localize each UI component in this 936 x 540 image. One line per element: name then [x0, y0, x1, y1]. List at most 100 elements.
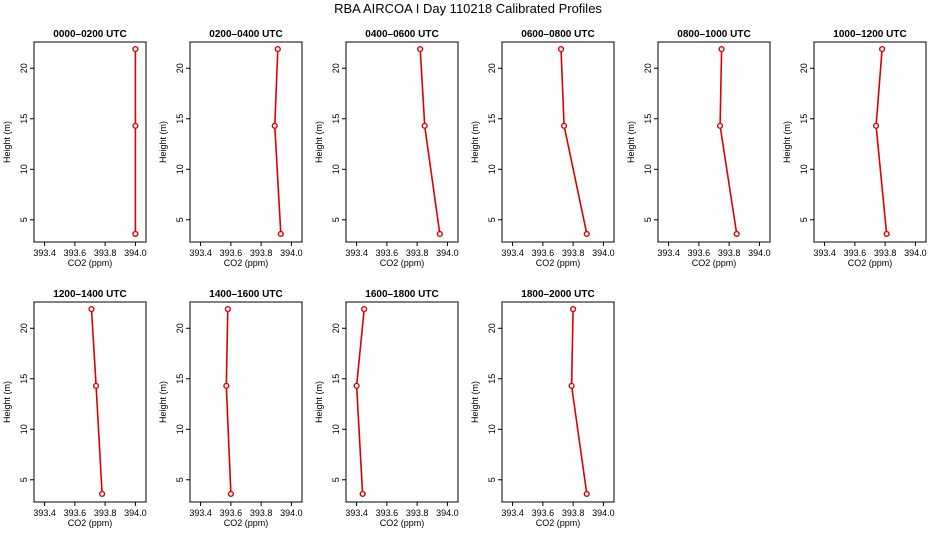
y-tick-label: 15: [799, 114, 809, 124]
x-tick-label: 393.8: [406, 508, 429, 518]
data-point: [436, 230, 443, 238]
y-tick-label: 10: [175, 424, 185, 434]
data-point: [274, 45, 281, 53]
y-tick-label: 15: [331, 374, 341, 384]
y-tick-label: 15: [19, 114, 29, 124]
profile-panel: 0600–0800 UTC 393.4 393.6 393.8 394.0 CO2 (pp…: [470, 29, 615, 268]
x-tick-label: 393.6: [844, 248, 867, 258]
y-axis-label: Height (m): [314, 381, 324, 423]
x-axis-label: CO2 (ppm): [848, 258, 893, 268]
profile-line: [719, 49, 738, 235]
profile-panel: 0400–0600 UTC 393.4 393.6 393.8 394.0 CO2 (pp…: [314, 29, 459, 268]
panel-title: 0600–0800 UTC: [521, 29, 594, 40]
x-tick-label: 394.0: [592, 248, 615, 258]
panel-title: 0800–1000 UTC: [677, 29, 750, 40]
data-point: [223, 382, 230, 389]
panel-title: 1600–1800 UTC: [365, 289, 438, 300]
x-tick-label: 393.4: [345, 248, 368, 258]
data-point: [883, 230, 890, 238]
data-point: [872, 122, 880, 129]
data-point: [417, 45, 424, 53]
panel-title: 0000–0200 UTC: [53, 29, 126, 40]
y-tick-label: 10: [799, 164, 809, 174]
y-tick-label: 10: [331, 424, 341, 434]
profile-panel: 0800–1000 UTC 393.4 393.6 393.8 394.0 CO2 (pp…: [626, 29, 771, 268]
y-tick-label: 20: [331, 63, 341, 73]
y-tick-label: 20: [19, 323, 29, 333]
y-axis-label: Height (m): [158, 381, 168, 423]
plot-frame: [33, 41, 147, 243]
x-tick-label: 394.0: [280, 508, 303, 518]
y-tick-label: 20: [643, 63, 653, 73]
x-tick-label: 393.8: [562, 248, 585, 258]
y-tick-label: 10: [331, 164, 341, 174]
profile-line: [225, 309, 232, 494]
x-tick-label: 393.8: [718, 248, 741, 258]
y-axis-label: Height (m): [470, 381, 480, 423]
data-point: [879, 45, 886, 53]
x-tick-label: 393.8: [406, 248, 429, 258]
y-tick-label: 10: [487, 424, 497, 434]
x-tick-label: 393.8: [874, 248, 897, 258]
x-axis-label: CO2 (ppm): [224, 518, 269, 528]
profile-panel: 1800–2000 UTC 393.4 393.6 393.8 394.0 CO2 (pp…: [470, 289, 615, 528]
plot-frame: [345, 301, 459, 503]
profile-line: [90, 309, 103, 494]
x-tick-label: 394.0: [748, 248, 771, 258]
x-tick-label: 393.4: [189, 508, 212, 518]
y-tick-label: 15: [19, 374, 29, 384]
data-point: [353, 382, 360, 389]
plot-frame: [501, 41, 615, 243]
x-tick-label: 394.0: [904, 248, 927, 258]
y-tick-label: 20: [19, 63, 29, 73]
x-tick-label: 393.6: [376, 508, 399, 518]
x-tick-label: 393.6: [532, 248, 555, 258]
x-tick-label: 394.0: [280, 248, 303, 258]
x-axis-label: CO2 (ppm): [68, 258, 113, 268]
y-tick-label: 20: [799, 63, 809, 73]
data-point: [583, 230, 590, 238]
data-point: [733, 230, 740, 238]
data-point: [132, 230, 139, 238]
y-tick-label: 20: [487, 63, 497, 73]
x-axis-label: CO2 (ppm): [68, 518, 113, 528]
panel-grid: 0000–0200 UTC 393.4 393.6 393.8 394.0 CO2 (pp…: [2, 29, 927, 528]
y-tick-label: 5: [175, 477, 185, 482]
y-tick-label: 10: [19, 424, 29, 434]
data-point: [132, 122, 139, 129]
x-tick-label: 393.6: [64, 248, 87, 258]
plot-frame: [189, 41, 303, 243]
profile-line: [560, 49, 588, 235]
plot-frame: [657, 41, 771, 243]
x-tick-label: 394.0: [436, 508, 459, 518]
figure-title: RBA AIRCOA I Day 110218 Calibrated Profi…: [334, 1, 602, 16]
data-point: [421, 122, 428, 129]
y-tick-label: 5: [331, 477, 341, 482]
data-point: [271, 122, 278, 129]
data-point: [583, 490, 590, 498]
x-tick-label: 393.8: [250, 508, 273, 518]
x-tick-label: 393.4: [501, 248, 524, 258]
x-tick-label: 393.6: [220, 508, 243, 518]
data-point: [92, 382, 100, 389]
profile-panel: 0200–0400 UTC 393.4 393.6 393.8 394.0 CO2 (pp…: [158, 29, 303, 268]
x-tick-label: 394.0: [436, 248, 459, 258]
y-tick-label: 20: [175, 323, 185, 333]
data-point: [361, 305, 368, 313]
y-tick-label: 5: [19, 477, 29, 482]
x-tick-label: 393.4: [345, 508, 368, 518]
profile-line: [355, 309, 365, 494]
plot-frame: [501, 301, 615, 503]
panel-title: 1800–2000 UTC: [521, 289, 594, 300]
profile-line: [875, 49, 888, 234]
data-point: [568, 382, 575, 389]
y-tick-label: 15: [487, 114, 497, 124]
data-point: [224, 305, 231, 313]
x-tick-label: 393.8: [94, 248, 117, 258]
y-axis-label: Height (m): [470, 121, 480, 163]
plot-frame: [345, 41, 459, 243]
x-tick-label: 394.0: [124, 248, 147, 258]
y-axis-label: Height (m): [314, 121, 324, 163]
y-tick-label: 10: [19, 164, 29, 174]
